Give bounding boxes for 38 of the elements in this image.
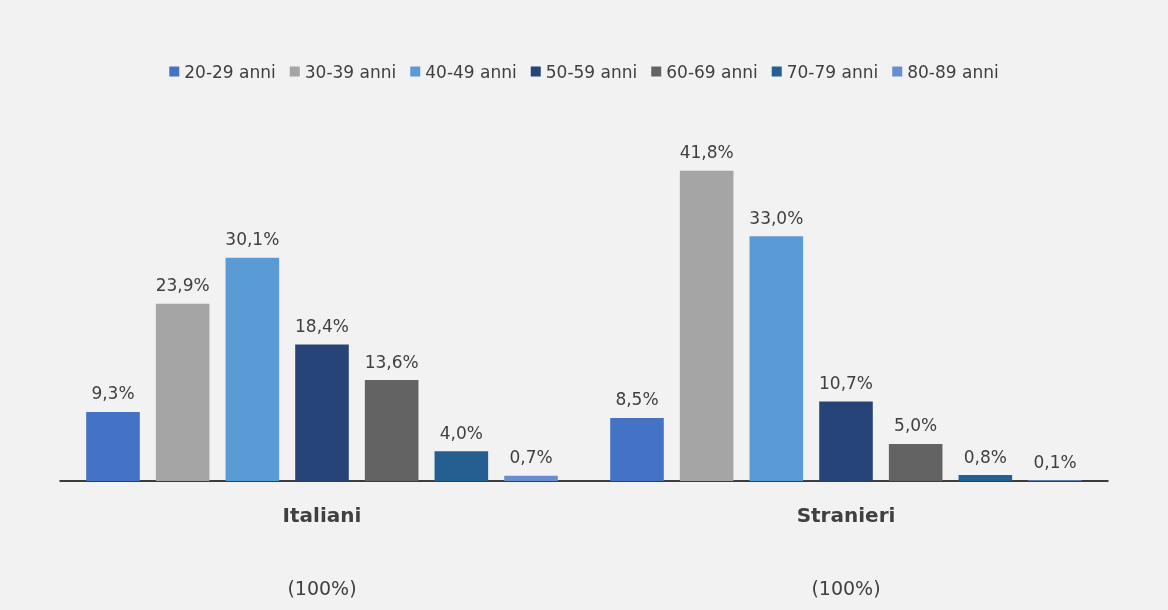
data-label: 13,6% bbox=[364, 351, 419, 372]
data-label: 8,5% bbox=[615, 389, 659, 410]
bar bbox=[819, 401, 873, 481]
data-label: 23,9% bbox=[155, 275, 210, 296]
legend-label: 50-59 anni bbox=[545, 61, 638, 82]
data-label: 4,0% bbox=[439, 422, 483, 443]
data-label: 10,7% bbox=[818, 373, 874, 394]
x-tick-label: Italiani bbox=[282, 503, 362, 527]
bar bbox=[749, 236, 804, 481]
legend-label: 70-79 anni bbox=[786, 61, 879, 82]
data-label: 0,7% bbox=[509, 447, 553, 468]
data-label: 0,8% bbox=[963, 446, 1007, 467]
bar bbox=[504, 475, 558, 481]
text: (100%) bbox=[811, 576, 881, 599]
bar bbox=[958, 475, 1013, 481]
data-label: 30,1% bbox=[225, 229, 280, 250]
legend-label: 40-49 anni bbox=[425, 61, 517, 82]
legend-label: 80-89 anni bbox=[907, 61, 999, 82]
data-label: 5,0% bbox=[894, 415, 938, 436]
data-label: 18,4% bbox=[294, 315, 350, 336]
bar bbox=[434, 451, 489, 481]
bar bbox=[86, 411, 140, 481]
bar bbox=[155, 303, 210, 481]
text: (100%) bbox=[287, 576, 357, 599]
legend-label: 20-29 anni bbox=[184, 61, 276, 82]
bar bbox=[610, 417, 664, 481]
bar bbox=[364, 380, 419, 481]
bar bbox=[679, 170, 734, 481]
x-tick-label: Stranieri bbox=[796, 503, 896, 527]
bar bbox=[295, 344, 349, 481]
data-label: 41,8% bbox=[679, 142, 734, 163]
data-label: 33,0% bbox=[749, 207, 804, 228]
data-label: 9,3% bbox=[91, 383, 135, 404]
legend-label: 30-39 anni bbox=[304, 61, 397, 82]
bar bbox=[225, 257, 280, 481]
legend-label: 60-69 anni bbox=[666, 61, 758, 82]
data-label: 0,1% bbox=[1033, 451, 1077, 472]
bar bbox=[888, 443, 943, 481]
